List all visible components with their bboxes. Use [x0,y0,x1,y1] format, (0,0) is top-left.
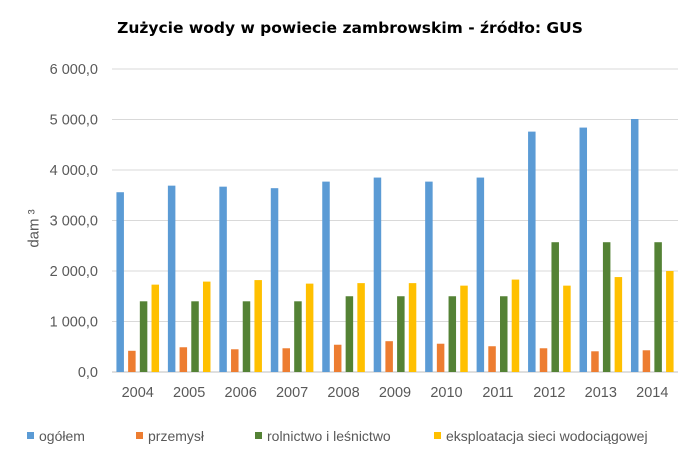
legend-swatch [255,432,262,439]
bar-eksploatacja-sieci-wodociągowej [254,280,262,372]
bar-ogółem [270,188,279,372]
y-tick-label: 4 000,0 [50,163,98,179]
bar-ogółem [425,181,433,372]
bar-ogółem [116,192,124,372]
bar-eksploatacja-sieci-wodociągowej [563,285,571,372]
x-tick-label: 2012 [533,385,565,401]
bar-ogółem [373,177,382,372]
y-tick-label: 5 000,0 [50,113,98,129]
bar-rolnictwo-i-leśnictwo [654,242,662,372]
bar-eksploatacja-sieci-wodociągowej [511,279,520,372]
bar-przemysł [333,344,342,372]
legend-label: przemysł [148,428,205,444]
x-tick-label: 2011 [482,385,513,401]
x-tick-label: 2009 [379,385,411,401]
bar-przemysł [282,348,290,372]
bar-przemysł [231,349,239,372]
x-tick-label: 2004 [122,385,154,401]
bar-przemysł [179,347,188,372]
bar-przemysł [591,351,599,372]
legend-label: rolnictwo i leśnictwo [267,428,391,444]
bar-eksploatacja-sieci-wodociągowej [666,271,674,372]
bar-eksploatacja-sieci-wodociągowej [202,281,211,372]
bar-rolnictwo-i-leśnictwo [139,301,148,372]
bar-przemysł [385,341,393,372]
bar-ogółem [528,131,536,372]
bar-przemysł [488,346,496,372]
x-tick-label: 2014 [636,385,668,401]
bar-eksploatacja-sieci-wodociągowej [151,284,160,372]
x-tick-label: 2013 [585,385,617,401]
bar-przemysł [539,348,548,372]
y-tick-label: 1 000,0 [50,315,98,331]
legend-swatch [434,432,441,439]
legend-swatch [136,432,143,439]
y-tick-label: 2 000,0 [50,264,98,280]
bar-ogółem [630,118,639,373]
bar-eksploatacja-sieci-wodociągowej [460,285,468,372]
chart-title: Zużycie wody w powiecie zambrowskim - źr… [117,19,583,37]
legend-swatch [27,432,34,439]
x-tick-label: 2010 [430,385,462,401]
bar-eksploatacja-sieci-wodociągowej [614,277,623,372]
bar-rolnictwo-i-leśnictwo [242,301,251,372]
bar-przemysł [642,350,651,372]
bar-rolnictwo-i-leśnictwo [397,296,405,372]
bar-eksploatacja-sieci-wodociągowej [305,283,314,372]
x-tick-label: 2007 [276,385,308,401]
bar-ogółem [579,127,588,372]
y-tick-label: 0,0 [78,365,98,381]
bar-eksploatacja-sieci-wodociągowej [357,283,365,372]
legend-label: eksploatacja sieci wodociągowej [446,428,648,444]
legend-label: ogółem [39,428,85,444]
bar-rolnictwo-i-leśnictwo [602,242,611,372]
x-tick-label: 2006 [225,385,257,401]
bar-ogółem [476,177,485,372]
bar-ogółem [322,181,330,372]
bar-ogółem [167,185,176,372]
bar-rolnictwo-i-leśnictwo [294,301,302,372]
bar-rolnictwo-i-leśnictwo [448,296,457,372]
bar-eksploatacja-sieci-wodociągowej [408,283,417,372]
y-tick-label: 3 000,0 [50,214,98,230]
bar-rolnictwo-i-leśnictwo [551,242,559,372]
x-tick-label: 2008 [327,385,359,401]
bar-rolnictwo-i-leśnictwo [191,301,199,372]
bar-ogółem [219,186,227,372]
bar-rolnictwo-i-leśnictwo [500,296,508,372]
x-tick-label: 2005 [173,385,205,401]
y-tick-label: 6 000,0 [50,62,98,78]
bar-rolnictwo-i-leśnictwo [345,296,354,372]
bar-przemysł [128,350,136,372]
bar-przemysł [436,343,445,372]
